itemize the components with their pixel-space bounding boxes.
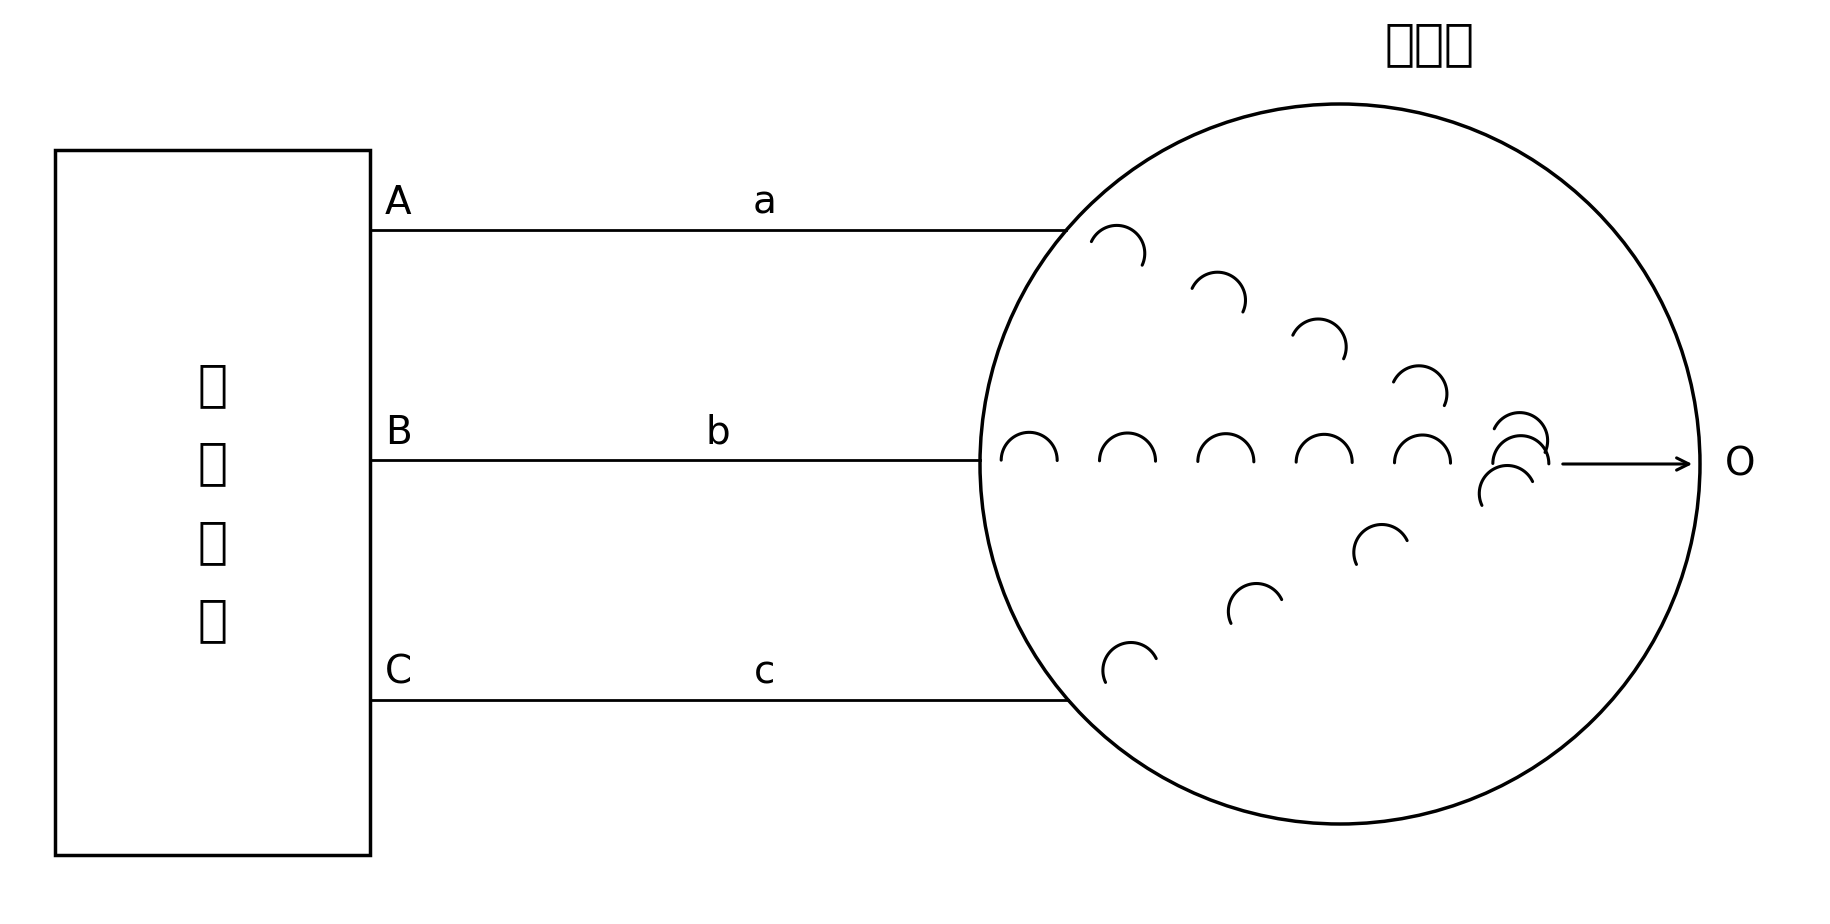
Text: A: A (384, 184, 412, 222)
Text: 电动机: 电动机 (1385, 20, 1475, 68)
Text: b: b (706, 414, 730, 452)
Text: a: a (752, 184, 778, 222)
Circle shape (981, 104, 1700, 824)
Text: C: C (384, 654, 412, 692)
Bar (55, 150, 370, 855)
Text: O: O (1726, 445, 1755, 483)
Text: c: c (754, 654, 776, 692)
Text: B: B (384, 414, 412, 452)
Text: 电
机
驱
动: 电 机 驱 动 (198, 361, 227, 644)
